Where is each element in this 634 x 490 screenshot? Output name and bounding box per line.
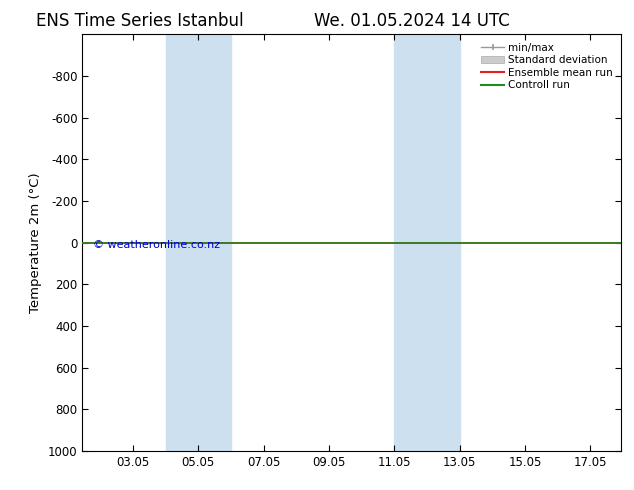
Bar xyxy=(394,34,460,451)
Text: We. 01.05.2024 14 UTC: We. 01.05.2024 14 UTC xyxy=(314,12,510,30)
Text: © weatheronline.co.nz: © weatheronline.co.nz xyxy=(93,240,221,249)
Legend: min/max, Standard deviation, Ensemble mean run, Controll run: min/max, Standard deviation, Ensemble me… xyxy=(478,40,616,94)
Text: ENS Time Series Istanbul: ENS Time Series Istanbul xyxy=(36,12,243,30)
Bar xyxy=(165,34,231,451)
Y-axis label: Temperature 2m (°C): Temperature 2m (°C) xyxy=(29,172,42,313)
